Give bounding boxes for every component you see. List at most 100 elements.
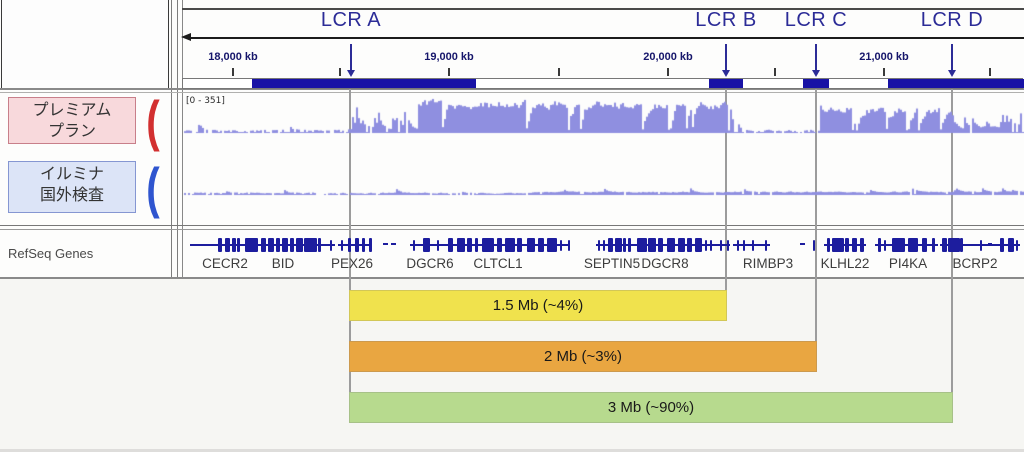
gene-exon <box>423 238 430 252</box>
lcr-label: LCR D <box>920 9 984 31</box>
gene-exon <box>304 238 317 252</box>
premium-plan-label: プレミアム プラン <box>8 97 136 144</box>
coverage-scale-label: [0 - 351] <box>186 96 225 106</box>
gene-exon <box>437 239 439 251</box>
gene-exon <box>932 238 935 252</box>
gene-exon <box>1016 239 1018 251</box>
gene-exon <box>318 238 321 252</box>
gene-exon <box>860 238 864 252</box>
ruler-tick <box>989 68 991 76</box>
gene-intron-line <box>480 244 570 246</box>
gene-exon <box>225 238 230 252</box>
ruler-kb-label: 21,000 kb <box>859 51 909 63</box>
gene-exon <box>667 238 675 252</box>
sidebar-divider <box>171 0 172 278</box>
gene-exon <box>922 238 927 252</box>
gene-exon <box>341 239 343 251</box>
gene-intron-line <box>656 244 730 246</box>
gene-exon <box>568 239 570 251</box>
coverage-tracks[interactable] <box>182 93 1024 225</box>
ruler-divider-2 <box>0 92 1024 93</box>
gene-exon <box>268 238 274 252</box>
gene-exon <box>727 239 729 251</box>
gene-exon <box>497 238 502 252</box>
gene-exon <box>282 238 288 252</box>
tracks-divider <box>0 225 1024 226</box>
gene-exon <box>908 238 918 252</box>
down-arrow-head-icon <box>722 70 730 77</box>
gene-exon <box>752 239 754 251</box>
gene-exon <box>330 239 332 251</box>
gene-exon <box>942 238 947 252</box>
illumina-line2: 国外検査 <box>39 187 104 204</box>
lcr-label: LCR B <box>695 9 757 31</box>
gene-label-pi4ka: PI4KA <box>888 256 928 271</box>
gene-label-cltcl1: CLTCL1 <box>473 256 523 271</box>
gene-exon <box>290 238 294 252</box>
ruler-kb-label: 19,000 kb <box>424 51 474 63</box>
gene-label-klhl22: KLHL22 <box>820 256 870 271</box>
gene-exon <box>884 239 886 251</box>
ruler-kb-label: 18,000 kb <box>208 51 258 63</box>
premium-plan-line1: プレミアム <box>32 102 112 119</box>
gene-exon <box>737 239 739 251</box>
chromosome-ruler[interactable] <box>182 78 1024 89</box>
gene-exon <box>695 238 702 252</box>
gene-exon <box>827 238 830 252</box>
lcr-label: LCR A <box>320 9 382 31</box>
gene-exon <box>598 239 600 251</box>
gene-exon <box>482 238 494 252</box>
gene-exon <box>948 238 960 252</box>
header-border <box>182 8 1024 10</box>
gene-exon <box>505 238 515 252</box>
gene-exon <box>603 239 605 251</box>
gene-exon <box>980 239 982 251</box>
gene-exon <box>237 238 240 252</box>
gene-exon <box>637 238 647 252</box>
gene-exon <box>960 238 963 252</box>
gene-intron-line <box>875 244 938 246</box>
down-arrow-head-icon <box>347 70 355 77</box>
lcr-region-block <box>888 79 1024 88</box>
direction-arrow <box>189 37 1024 39</box>
red-bracket-icon: ( <box>146 89 160 152</box>
gene-exon <box>648 238 656 252</box>
down-arrow-head-icon <box>948 70 956 77</box>
gene-label-rimbp3: RIMBP3 <box>742 256 794 271</box>
down-arrow-icon <box>951 44 953 71</box>
premium-plan-line2: プラン <box>47 123 96 140</box>
gene-dash <box>383 243 388 245</box>
deletion-bar-1.5mb: 1.5 Mb (~4%) <box>349 290 727 321</box>
gene-exon <box>892 238 905 252</box>
gene-label-septin5: SEPTIN5 <box>583 256 641 271</box>
gene-intron-line <box>733 244 770 246</box>
gene-exon <box>232 238 236 252</box>
gene-exon <box>1000 238 1004 252</box>
guide-line-lcr-C <box>815 89 817 372</box>
gene-label-cecr2: CECR2 <box>202 256 248 271</box>
gene-exon <box>467 238 472 252</box>
gene-exon <box>560 239 562 251</box>
gene-exon <box>687 238 692 252</box>
ruler-kb-label: 20,000 kb <box>643 51 693 63</box>
left-arrow-icon <box>181 33 191 41</box>
down-arrow-icon <box>815 44 817 71</box>
gene-label-pex26: PEX26 <box>330 256 374 271</box>
gene-exon <box>845 238 849 252</box>
gene-exon <box>765 239 767 251</box>
gene-exon <box>547 238 557 252</box>
ruler-tick <box>339 68 341 76</box>
ruler-tick <box>883 68 885 76</box>
legend-box <box>1 0 169 89</box>
gene-exon <box>355 238 359 252</box>
deletion-bar-2mb: 2 Mb (~3%) <box>349 341 817 372</box>
lcr-region-block <box>252 79 476 88</box>
gene-exon <box>678 238 685 252</box>
deletion-bar-3mb: 3 Mb (~90%) <box>349 392 953 423</box>
gene-exon <box>457 238 465 252</box>
gene-exon <box>261 238 266 252</box>
gene-exon <box>362 238 365 252</box>
gene-track-divider <box>0 277 1024 279</box>
ruler-tick <box>774 68 776 76</box>
